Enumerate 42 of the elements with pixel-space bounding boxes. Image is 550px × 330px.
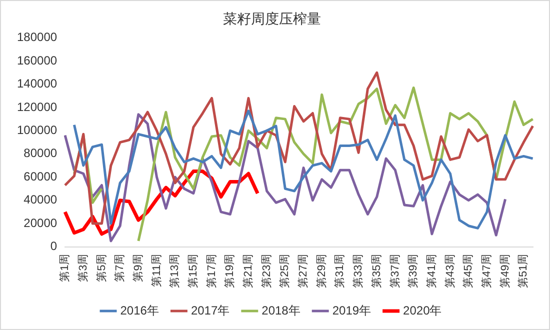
x-tick-label: 第37周 [389, 254, 402, 288]
x-tick-label: 第17周 [206, 254, 218, 288]
x-tick-label: 第15周 [187, 254, 200, 288]
x-tick-label: 第45周 [462, 254, 475, 288]
x-tick-label: 第41周 [426, 254, 438, 288]
x-tick-label: 第23周 [260, 254, 273, 288]
x-tick-label: 第51周 [518, 254, 530, 288]
x-tick-label: 第25周 [279, 254, 292, 288]
y-tick-label: 40000 [24, 192, 58, 207]
x-tick-label: 第1周 [59, 254, 72, 282]
x-tick-label: 第27周 [298, 254, 310, 288]
y-tick-label: 160000 [16, 53, 58, 68]
x-tick-label: 第19周 [224, 254, 236, 288]
x-tick-label: 第21周 [242, 254, 255, 288]
legend-label: 2016年 [120, 303, 159, 318]
y-tick-label: 120000 [16, 100, 58, 114]
chart-title: 菜籽周度压榨量 [223, 10, 321, 26]
y-tick-label: 60000 [24, 169, 58, 184]
y-tick-label: 80000 [24, 146, 58, 160]
legend-label: 2018年 [262, 303, 300, 318]
x-tick-label: 第49周 [499, 254, 512, 288]
legend-label: 2019年 [332, 303, 372, 318]
x-tick-label: 第39周 [408, 254, 420, 288]
y-tick-label: 20000 [24, 216, 58, 230]
x-tick-label: 第33周 [352, 254, 365, 288]
legend-label: 2017年 [190, 303, 230, 318]
x-tick-label: 第35周 [370, 254, 383, 288]
x-tick-label: 第11周 [150, 254, 163, 288]
x-tick-label: 第7周 [114, 254, 126, 282]
y-tick-label: 140000 [16, 76, 58, 91]
y-tick-label: 0 [50, 239, 58, 254]
legend-label: 2020年 [403, 303, 442, 318]
x-tick-label: 第5周 [96, 254, 108, 282]
x-tick-label: 第47周 [480, 254, 493, 288]
y-tick-label: 180000 [16, 30, 58, 44]
x-tick-label: 第43周 [444, 254, 456, 288]
x-tick-label: 第9周 [132, 254, 144, 282]
x-tick-label: 第29周 [316, 254, 328, 288]
x-tick-label: 第3周 [77, 254, 90, 282]
x-tick-label: 第31周 [334, 254, 346, 288]
y-tick-label: 100000 [16, 122, 58, 137]
x-tick-label: 第13周 [169, 254, 182, 288]
